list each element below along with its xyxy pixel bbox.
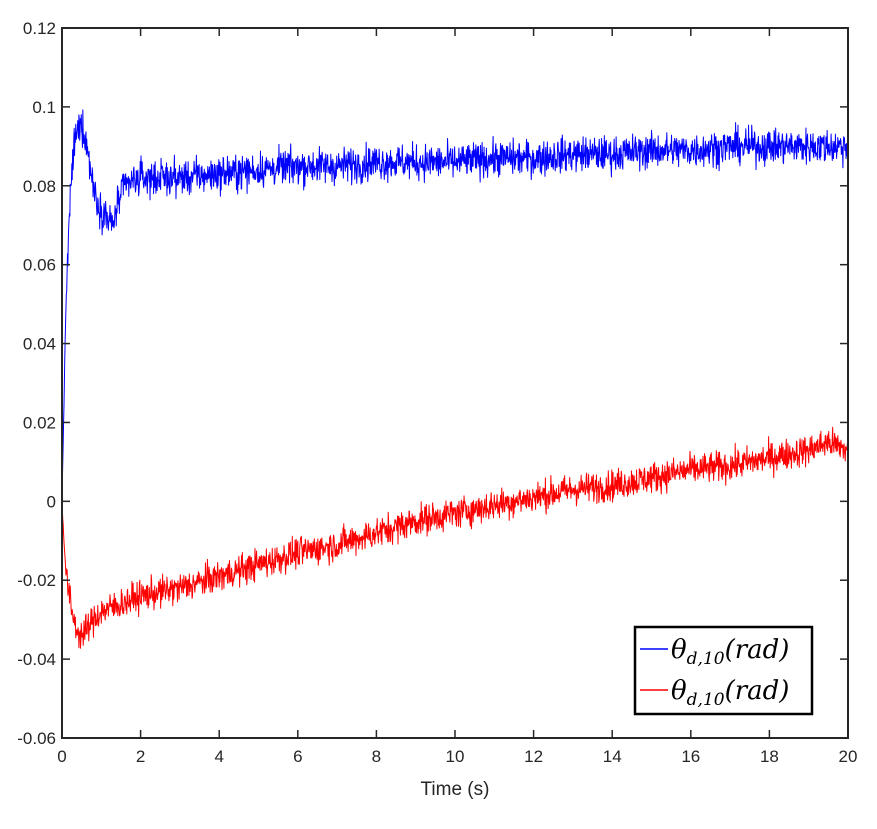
y-tick-label: 0.08 [23,177,56,196]
y-tick-label: -0.04 [17,650,56,669]
x-tick-label: 2 [136,747,145,766]
legend-box [633,625,814,716]
x-tick-label: 0 [57,747,66,766]
legend-unit-series-1: (rad) [725,635,790,665]
axes-frame [61,27,849,739]
x-tick-label: 12 [524,747,543,766]
legend-unit-series-2: (rad) [725,676,790,706]
x-tick-label: 8 [372,747,381,766]
legend-symbol-series-2: θ [671,676,687,706]
x-tick-label: 4 [214,747,223,766]
y-tick-label: 0.06 [23,256,56,275]
y-tick-label: 0.12 [23,19,56,38]
legend: θd,10(rad) θd,10(rad) [633,625,814,716]
series-layer [61,109,849,649]
series-line-2 [61,426,849,649]
y-tick-label: 0.02 [23,413,56,432]
x-tick-label: 14 [603,747,622,766]
legend-subscript-series-2: d,10 [687,690,725,710]
x-tick-label: 18 [760,747,779,766]
x-axis-title: Time (s) [421,779,490,800]
y-tick-label: 0.04 [23,335,56,354]
legend-label-series-2: θd,10(rad) [671,676,789,710]
x-tick-label: 16 [681,747,700,766]
legend-symbol-series-1: θ [671,635,687,665]
y-tick-label: -0.06 [17,729,56,748]
y-tick-label: 0.1 [32,98,56,117]
x-tick-label: 6 [293,747,302,766]
y-tick-label: 0 [47,492,56,511]
x-tick-label: 20 [839,747,858,766]
series-line-1 [61,109,849,502]
y-tick-label: -0.02 [17,571,56,590]
tick-layer: 0 2 4 6 8 10 12 14 16 18 20 -0.06 -0.04 -0.02 0 0.02 0.0… [17,19,857,766]
legend-label-series-1: θd,10(rad) [671,635,789,669]
x-tick-label: 10 [446,747,465,766]
legend-subscript-series-1: d,10 [687,649,725,669]
